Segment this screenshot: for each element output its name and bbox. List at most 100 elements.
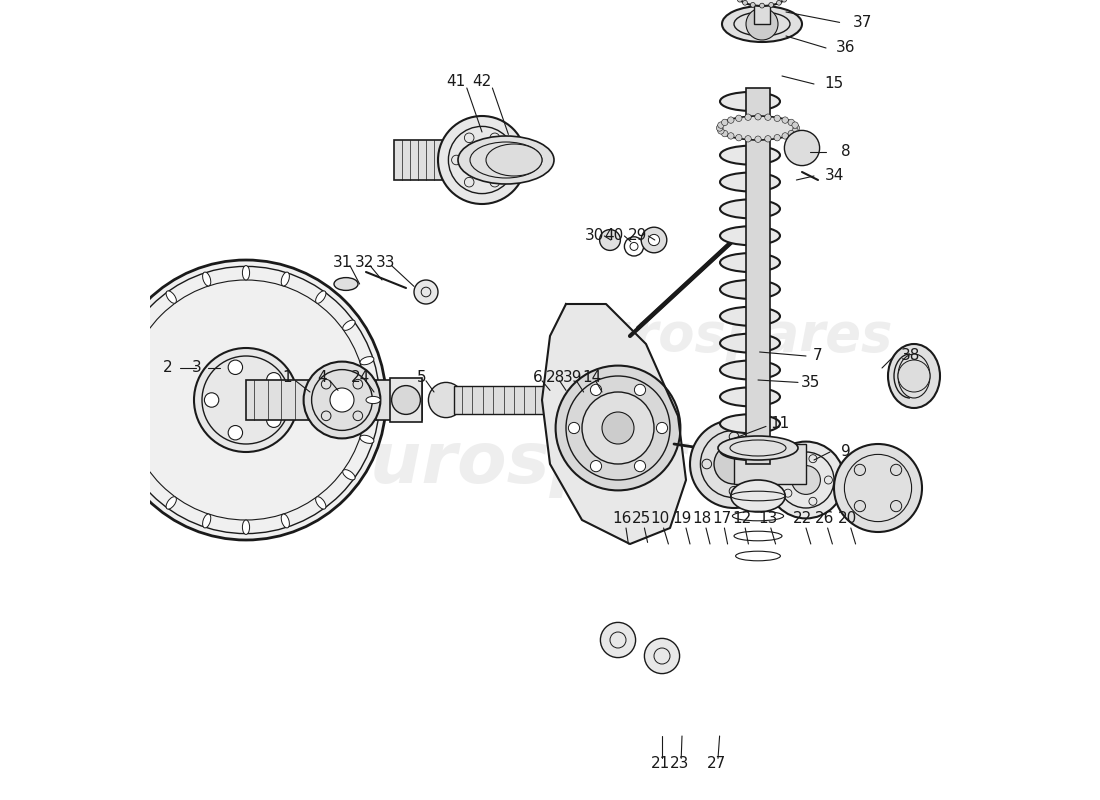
Circle shape (266, 413, 280, 427)
Text: 5: 5 (417, 370, 427, 385)
Text: 12: 12 (733, 511, 751, 526)
Circle shape (755, 136, 761, 142)
Bar (246, 380, 422, 420)
Text: 41: 41 (446, 74, 465, 89)
Ellipse shape (720, 199, 780, 218)
Text: 39: 39 (563, 370, 582, 385)
Text: 38: 38 (900, 349, 920, 363)
Text: 27: 27 (707, 757, 726, 771)
Text: 13: 13 (758, 511, 778, 526)
Circle shape (330, 388, 354, 412)
Circle shape (855, 464, 866, 475)
Ellipse shape (720, 361, 780, 379)
Text: 15: 15 (824, 77, 844, 91)
Circle shape (428, 382, 463, 418)
Text: 40: 40 (604, 229, 624, 243)
Circle shape (855, 501, 866, 512)
Circle shape (746, 8, 778, 40)
Circle shape (774, 115, 780, 122)
Text: 14: 14 (582, 370, 602, 385)
Ellipse shape (720, 334, 780, 353)
Circle shape (768, 442, 845, 518)
Ellipse shape (720, 92, 780, 111)
Ellipse shape (111, 396, 126, 403)
Circle shape (774, 134, 780, 141)
Circle shape (750, 2, 756, 7)
Ellipse shape (720, 414, 780, 433)
Circle shape (755, 114, 761, 120)
Circle shape (205, 393, 219, 407)
Circle shape (792, 122, 799, 128)
Circle shape (722, 119, 728, 126)
Circle shape (635, 461, 646, 472)
Circle shape (745, 136, 751, 142)
Text: 16: 16 (613, 511, 631, 526)
Ellipse shape (334, 278, 358, 290)
Circle shape (782, 117, 789, 123)
Text: 23: 23 (670, 757, 690, 771)
Circle shape (742, 0, 747, 5)
Ellipse shape (118, 357, 132, 365)
Ellipse shape (136, 320, 150, 330)
Circle shape (591, 461, 602, 472)
Ellipse shape (720, 146, 780, 165)
Circle shape (717, 122, 724, 128)
Circle shape (641, 227, 667, 253)
Circle shape (784, 130, 820, 166)
Ellipse shape (136, 470, 150, 480)
Ellipse shape (202, 514, 211, 528)
Circle shape (834, 444, 922, 532)
Ellipse shape (316, 291, 326, 303)
Circle shape (716, 125, 723, 131)
Ellipse shape (166, 497, 176, 509)
Ellipse shape (720, 253, 780, 272)
Circle shape (194, 348, 298, 452)
Ellipse shape (486, 144, 542, 176)
Text: 35: 35 (801, 375, 820, 390)
Circle shape (464, 142, 499, 178)
Circle shape (600, 230, 620, 250)
Polygon shape (542, 304, 686, 544)
Ellipse shape (720, 173, 780, 191)
Text: 7: 7 (813, 349, 823, 363)
Text: 36: 36 (836, 41, 856, 55)
Bar (394, 140, 474, 180)
Circle shape (582, 392, 654, 464)
Text: 22: 22 (792, 511, 812, 526)
Ellipse shape (720, 226, 780, 245)
Circle shape (793, 125, 800, 131)
Circle shape (266, 373, 280, 387)
Text: 9: 9 (842, 445, 851, 459)
Ellipse shape (202, 272, 211, 286)
Bar (82, 356, 102, 444)
Circle shape (792, 128, 799, 134)
Ellipse shape (720, 307, 780, 326)
Text: 34: 34 (824, 169, 844, 183)
Circle shape (602, 412, 634, 444)
Circle shape (760, 3, 764, 8)
Ellipse shape (730, 480, 785, 512)
Circle shape (745, 114, 751, 120)
Circle shape (788, 119, 794, 126)
Text: 1: 1 (283, 370, 293, 385)
Circle shape (736, 134, 743, 141)
Circle shape (304, 362, 381, 438)
Circle shape (657, 422, 668, 434)
Text: 31: 31 (332, 255, 352, 270)
Text: 28: 28 (546, 370, 565, 385)
Circle shape (85, 414, 98, 426)
Text: 6: 6 (534, 370, 543, 385)
Ellipse shape (242, 266, 250, 280)
Circle shape (769, 2, 773, 7)
Circle shape (891, 464, 902, 475)
Ellipse shape (720, 387, 780, 406)
Text: 26: 26 (815, 511, 834, 526)
Text: 33: 33 (376, 255, 396, 270)
Text: 2: 2 (163, 361, 173, 375)
Circle shape (714, 444, 754, 484)
Circle shape (85, 374, 98, 386)
Text: 37: 37 (852, 15, 871, 30)
Text: 4: 4 (317, 370, 327, 385)
Text: eurospares: eurospares (321, 430, 779, 498)
Text: 29: 29 (628, 229, 648, 243)
